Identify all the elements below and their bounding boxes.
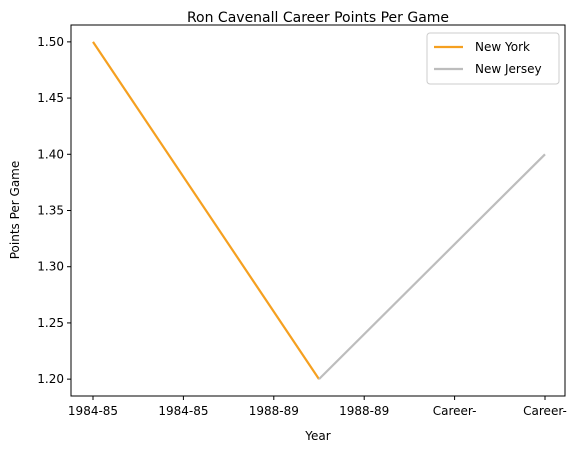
chart-title: Ron Cavenall Career Points Per Game	[187, 10, 449, 26]
y-tick-label: 1.45	[37, 91, 64, 105]
legend-label: New Jersey	[475, 62, 542, 76]
x-tick-label: Career-	[523, 404, 567, 418]
x-tick-label: 1988-89	[249, 404, 299, 418]
x-tick-label: 1984-85	[158, 404, 208, 418]
legend-label: New York	[475, 40, 530, 54]
series-line-new-york	[92, 41, 320, 380]
x-axis-ticks: 1984-85 1984-85 1988-89 1988-89 Career- Caree…	[68, 396, 567, 418]
x-axis-label: Year	[304, 429, 330, 443]
y-tick-label: 1.50	[37, 35, 64, 49]
x-tick-label: 1988-89	[339, 404, 389, 418]
series-lines	[92, 41, 546, 380]
y-tick-label: 1.20	[37, 372, 64, 386]
series-line-new-jersey	[318, 153, 546, 380]
y-tick-label: 1.40	[37, 147, 64, 161]
y-axis-label: Points Per Game	[8, 161, 22, 260]
legend-box	[426, 32, 560, 85]
legend: New York New Jersey	[426, 32, 560, 85]
y-tick-label: 1.30	[37, 260, 64, 274]
x-tick-label: Career-	[433, 404, 477, 418]
x-tick-label: 1984-85	[68, 404, 118, 418]
y-axis-ticks: 1.50 1.45 1.40 1.35 1.30 1.25 1.20	[37, 35, 71, 386]
y-tick-label: 1.35	[37, 204, 64, 218]
y-tick-label: 1.25	[37, 316, 64, 330]
